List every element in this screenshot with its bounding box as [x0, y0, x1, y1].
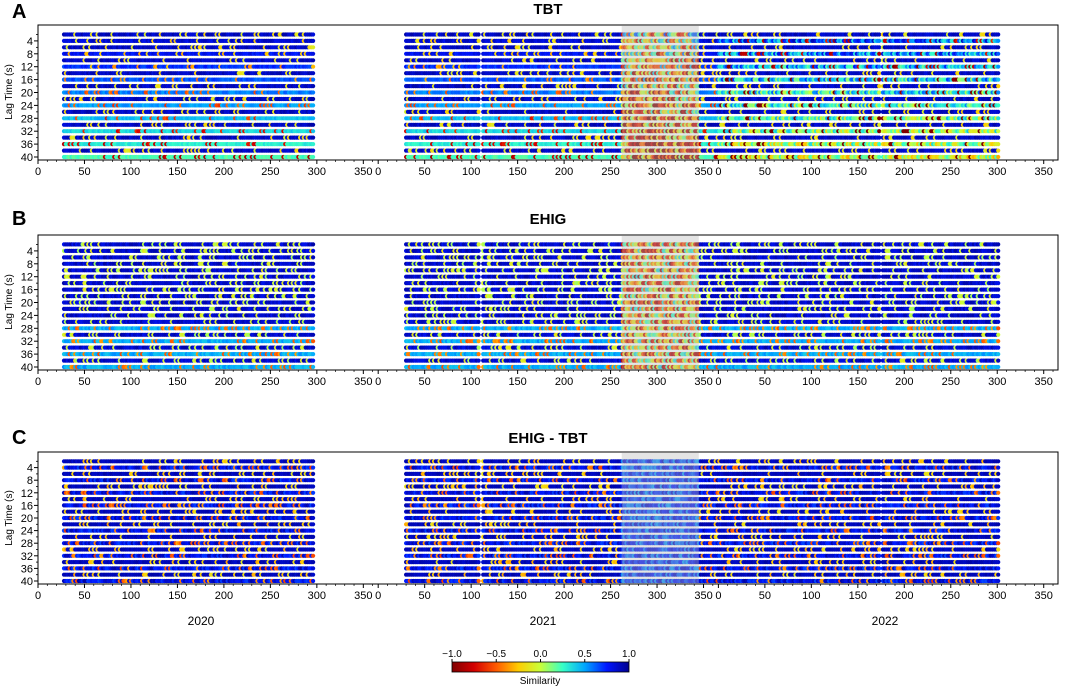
data-point [311, 32, 315, 36]
data-point [477, 39, 481, 43]
data-point [877, 32, 881, 36]
panel-a-letter: A [12, 1, 26, 23]
figure: A TBT Lag Time (s) 481216202428323640 05… [0, 0, 1065, 688]
data-point [311, 45, 315, 49]
panel-a-title: TBT [533, 1, 562, 18]
panel-a-ylabel: Lag Time (s) [4, 64, 15, 120]
data-point [311, 39, 315, 43]
data-point [877, 39, 881, 43]
data-point [996, 32, 1000, 36]
panel-a-markers [62, 32, 1000, 159]
data-point [877, 45, 881, 49]
data-point [477, 45, 481, 49]
data-point [477, 32, 481, 36]
data-point [996, 39, 1000, 43]
